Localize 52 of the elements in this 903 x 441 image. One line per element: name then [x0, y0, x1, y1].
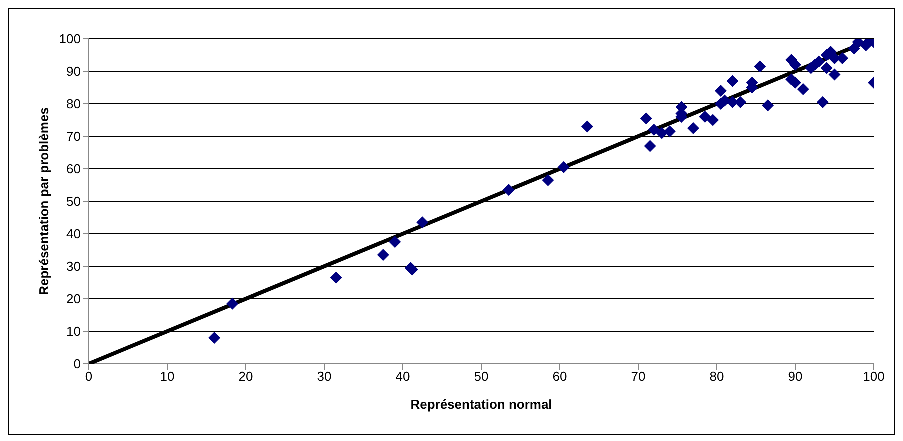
x-tick-label: 90	[788, 369, 803, 384]
y-tick-label: 60	[66, 162, 81, 177]
point	[542, 174, 554, 186]
point	[707, 114, 720, 126]
point	[644, 140, 656, 152]
point	[754, 60, 766, 73]
y-axis-title: Représentation par problèmes	[36, 108, 52, 296]
x-tick-label: 100	[863, 369, 885, 384]
point	[848, 42, 860, 55]
point	[330, 272, 342, 284]
y-tick-label: 70	[66, 129, 81, 144]
y-tick-label: 10	[66, 324, 81, 340]
y-tick-label: 100	[59, 32, 81, 47]
y-tick-label: 50	[66, 194, 81, 210]
x-tick-label: 30	[317, 369, 332, 384]
point	[640, 112, 652, 125]
y-tick-label: 40	[66, 226, 81, 242]
point	[820, 62, 833, 74]
point	[714, 85, 727, 97]
x-tick-label: 60	[552, 369, 568, 384]
point	[762, 100, 774, 112]
point	[726, 75, 739, 88]
point	[648, 124, 660, 136]
x-tick-label: 70	[631, 369, 646, 384]
point	[377, 249, 390, 262]
y-tick-label: 80	[66, 96, 81, 112]
y-tick-label: 90	[66, 64, 81, 80]
point	[581, 120, 594, 133]
point	[664, 126, 676, 138]
point	[699, 111, 712, 123]
point	[416, 216, 429, 229]
point	[502, 184, 515, 196]
y-tick-label: 30	[66, 259, 81, 274]
point	[656, 127, 668, 140]
x-tick-label: 0	[85, 369, 93, 384]
point	[797, 83, 810, 96]
point	[558, 161, 570, 174]
point	[790, 59, 802, 71]
y-tick-label: 0	[74, 356, 81, 372]
point	[816, 96, 829, 108]
x-tick-label: 50	[474, 369, 489, 384]
point	[828, 68, 841, 81]
x-axis-title: Représentation normal	[410, 397, 552, 412]
x-tick-label: 20	[238, 369, 254, 384]
x-tick-label: 80	[710, 369, 724, 384]
y-tick-label: 20	[66, 292, 81, 307]
x-tick-label: 40	[396, 369, 410, 384]
point	[208, 332, 221, 344]
point	[226, 298, 239, 310]
point	[687, 122, 700, 134]
point	[389, 236, 402, 248]
x-tick-label: 10	[160, 369, 175, 384]
